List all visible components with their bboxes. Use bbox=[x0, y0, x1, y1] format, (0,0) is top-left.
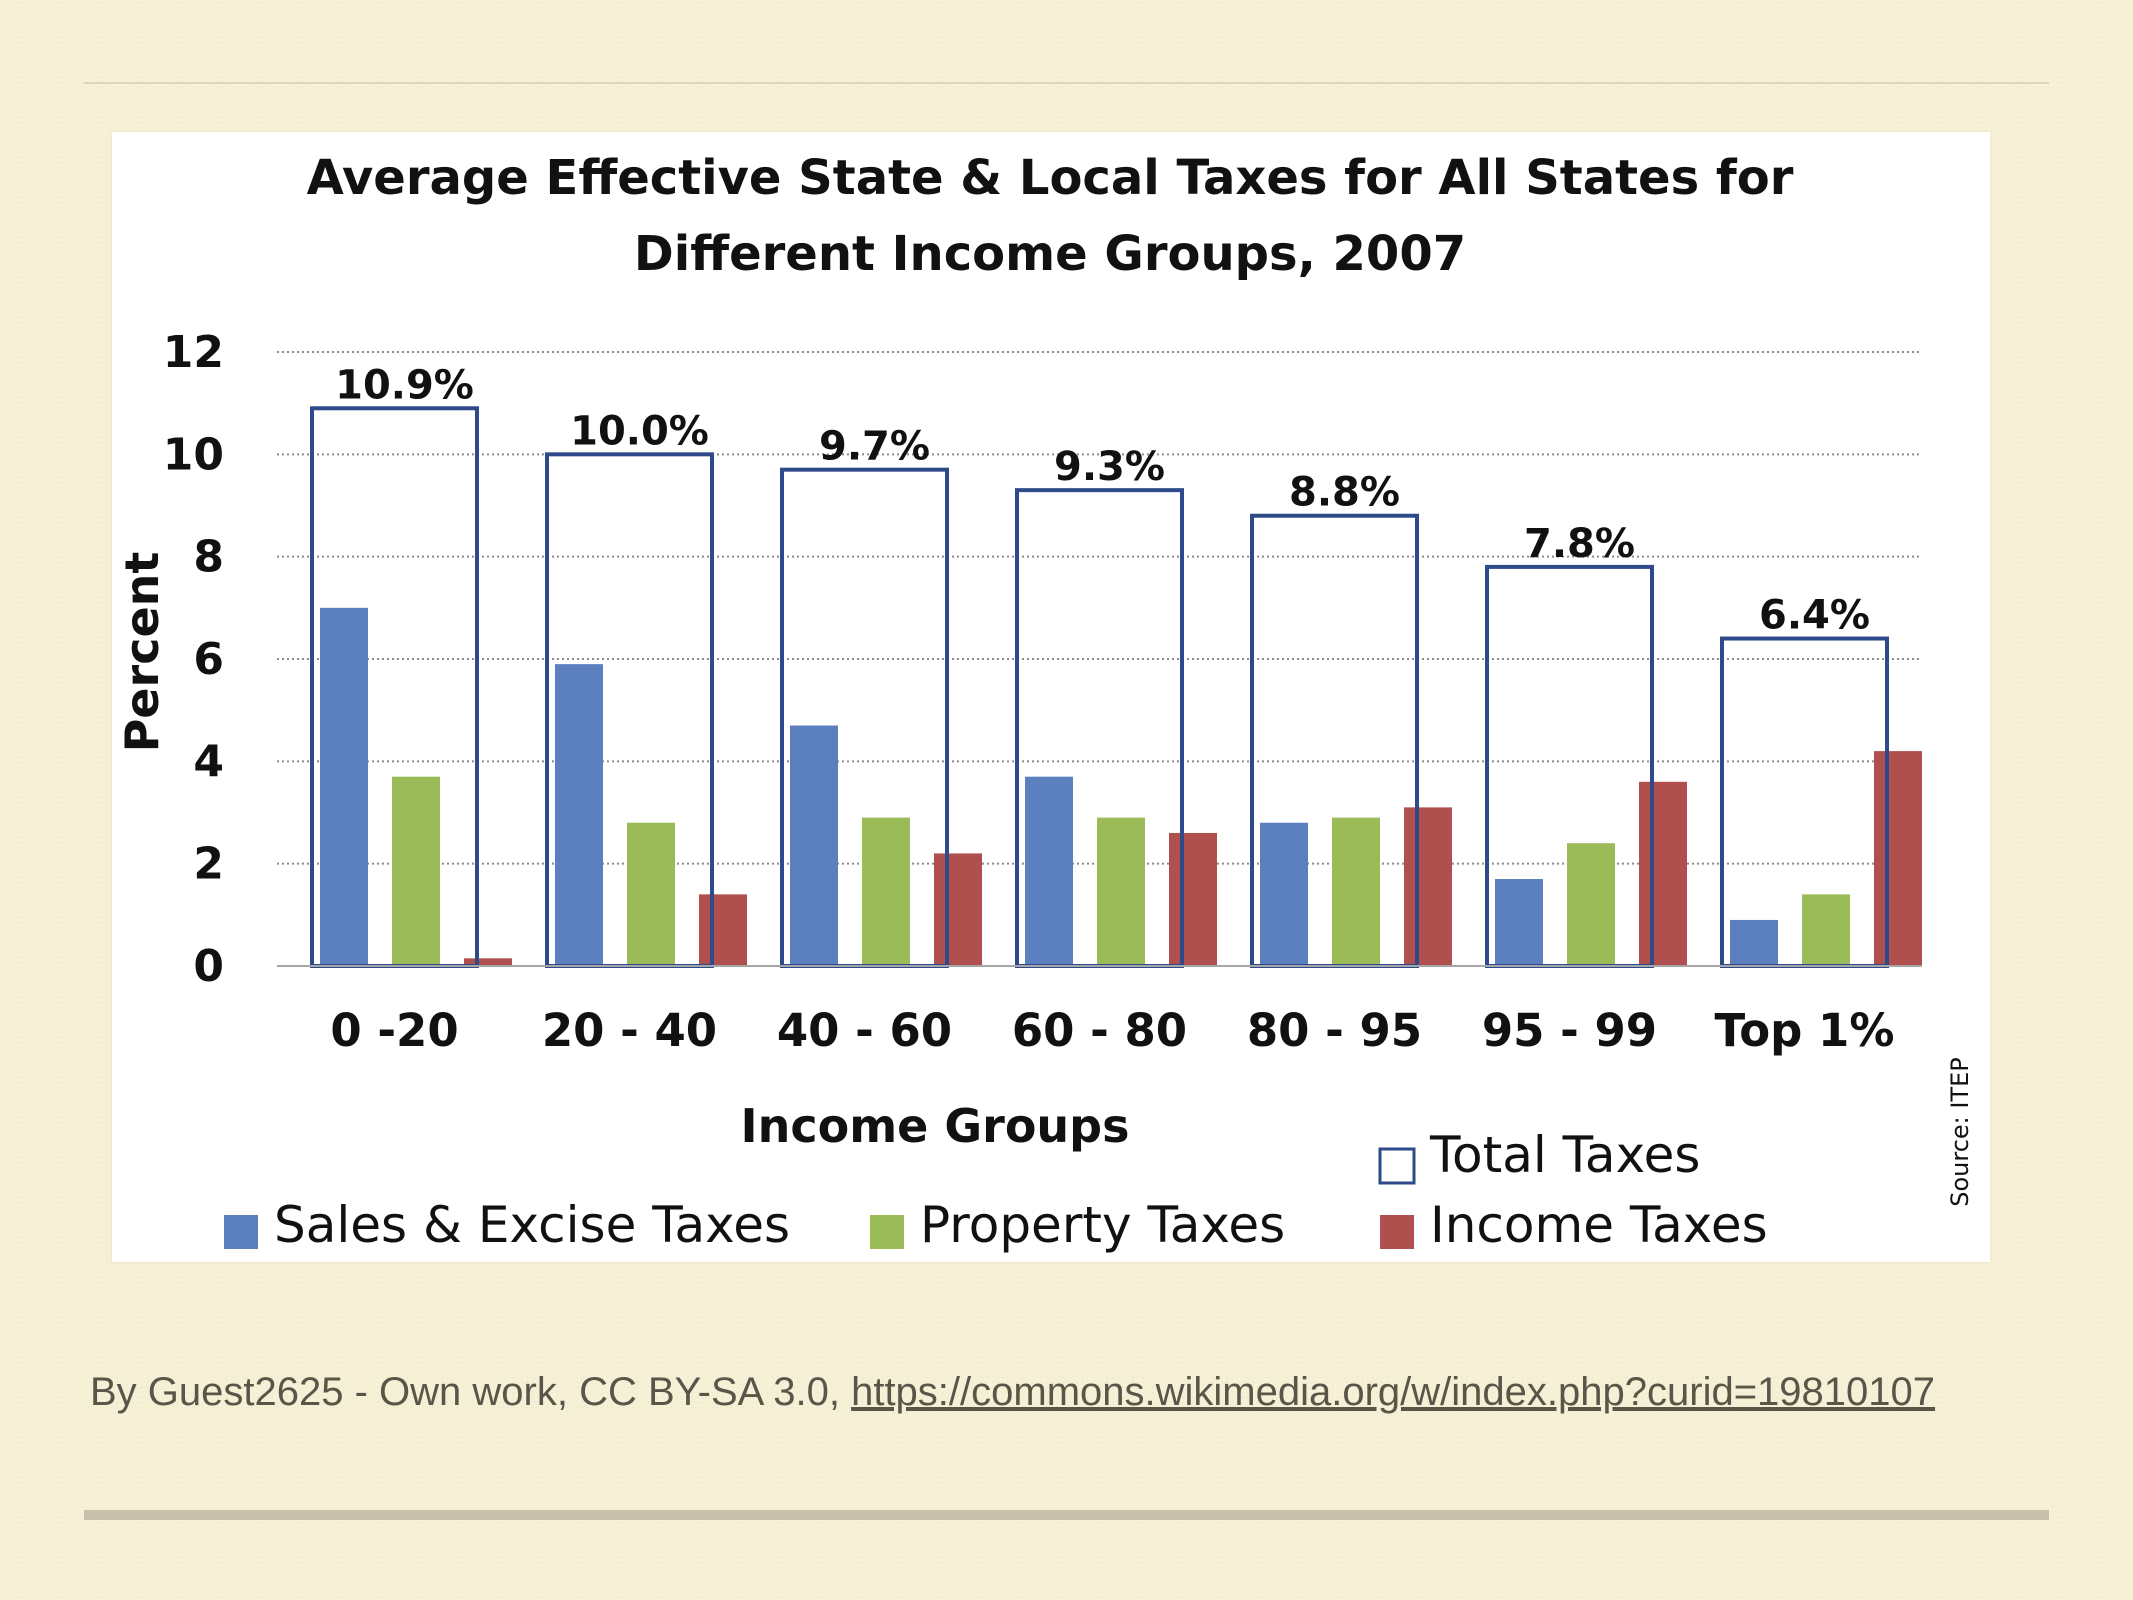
bar-income bbox=[464, 958, 512, 966]
y-tick-label: 12 bbox=[163, 327, 224, 378]
bar-income bbox=[1639, 781, 1687, 966]
bar-property bbox=[627, 822, 675, 966]
y-tick-label: 8 bbox=[193, 532, 224, 583]
total-data-label: 8.8% bbox=[1289, 470, 1400, 516]
chart-svg: Average Effective State & Local Taxes fo… bbox=[115, 150, 1974, 1254]
legend-swatch-income bbox=[1380, 1215, 1414, 1249]
bar-income bbox=[934, 853, 982, 966]
x-axis-label: Income Groups bbox=[741, 1099, 1130, 1153]
bar-property bbox=[862, 817, 910, 966]
legend-swatch-total bbox=[1378, 1147, 1416, 1185]
legend-label-property: Property Taxes bbox=[920, 1196, 1285, 1254]
x-tick-label: Top 1% bbox=[1715, 1004, 1895, 1057]
total-data-label: 9.3% bbox=[1054, 444, 1165, 490]
x-tick-label: 60 - 80 bbox=[1012, 1004, 1187, 1057]
y-tick-label: 4 bbox=[193, 736, 224, 787]
x-tick-label: 0 -20 bbox=[330, 1004, 458, 1057]
chart-title-line-2: Different Income Groups, 2007 bbox=[634, 226, 1466, 282]
bar-income bbox=[699, 894, 747, 966]
y-tick-label: 2 bbox=[193, 839, 224, 890]
x-tick-label: 20 - 40 bbox=[542, 1004, 717, 1057]
legend-label-total: Total Taxes bbox=[1429, 1126, 1700, 1184]
top-divider bbox=[84, 82, 2049, 84]
legend-swatch-sales bbox=[224, 1215, 258, 1249]
source-link[interactable]: https://commons.wikimedia.org/w/index.ph… bbox=[851, 1370, 1936, 1414]
bar-sales bbox=[555, 664, 603, 966]
y-tick-label: 6 bbox=[193, 634, 224, 685]
chart-title-line-1: Average Effective State & Local Taxes fo… bbox=[307, 150, 1794, 206]
attribution-caption: By Guest2625 - Own work, CC BY-SA 3.0, h… bbox=[90, 1360, 1990, 1424]
bar-property bbox=[1802, 894, 1850, 966]
total-data-label: 10.9% bbox=[335, 362, 474, 408]
y-axis-label: Percent bbox=[115, 552, 169, 753]
x-tick-label: 95 - 99 bbox=[1482, 1004, 1657, 1057]
bar-income bbox=[1874, 751, 1922, 966]
bar-property bbox=[392, 776, 440, 966]
bar-sales bbox=[320, 607, 368, 966]
bar-property bbox=[1097, 817, 1145, 966]
bar-property bbox=[1332, 817, 1380, 966]
x-tick-label: 40 - 60 bbox=[777, 1004, 952, 1057]
total-data-label: 6.4% bbox=[1759, 593, 1870, 639]
bottom-divider bbox=[84, 1510, 2049, 1520]
bar-sales bbox=[1495, 879, 1543, 966]
bar-sales bbox=[1730, 919, 1778, 966]
chart-panel: Average Effective State & Local Taxes fo… bbox=[112, 132, 1990, 1262]
legend-swatch-property bbox=[870, 1215, 904, 1249]
bar-income bbox=[1404, 807, 1452, 966]
legend: Total Taxes Sales & Excise Taxes Propert… bbox=[224, 1126, 1768, 1254]
legend-label-income: Income Taxes bbox=[1430, 1196, 1768, 1254]
bar-property bbox=[1567, 843, 1615, 966]
total-data-label: 10.0% bbox=[570, 408, 709, 454]
bars: 10.9% 10.0% 9.7% 9.3% 8.8% 7.8% 6.4% bbox=[310, 362, 1922, 968]
bar-income bbox=[1169, 832, 1217, 966]
bar-sales bbox=[1260, 822, 1308, 966]
total-data-label: 9.7% bbox=[819, 424, 930, 470]
bar-sales bbox=[790, 725, 838, 966]
y-tick-label: 0 bbox=[193, 941, 224, 992]
y-tick-label: 10 bbox=[163, 429, 224, 480]
x-tick-label: 80 - 95 bbox=[1247, 1004, 1422, 1057]
x-axis-ticks: 0 -20 20 - 40 40 - 60 60 - 80 80 - 95 95 - 99… bbox=[330, 1004, 1894, 1057]
caption-text: By Guest2625 - Own work, CC BY-SA 3.0, bbox=[90, 1370, 852, 1414]
bar-sales bbox=[1025, 776, 1073, 966]
source-note: Source: ITEP bbox=[1946, 1057, 1974, 1207]
y-axis-ticks: 0 2 4 6 8 10 12 bbox=[163, 327, 224, 992]
total-data-label: 7.8% bbox=[1524, 521, 1635, 567]
legend-label-sales: Sales & Excise Taxes bbox=[274, 1196, 790, 1254]
